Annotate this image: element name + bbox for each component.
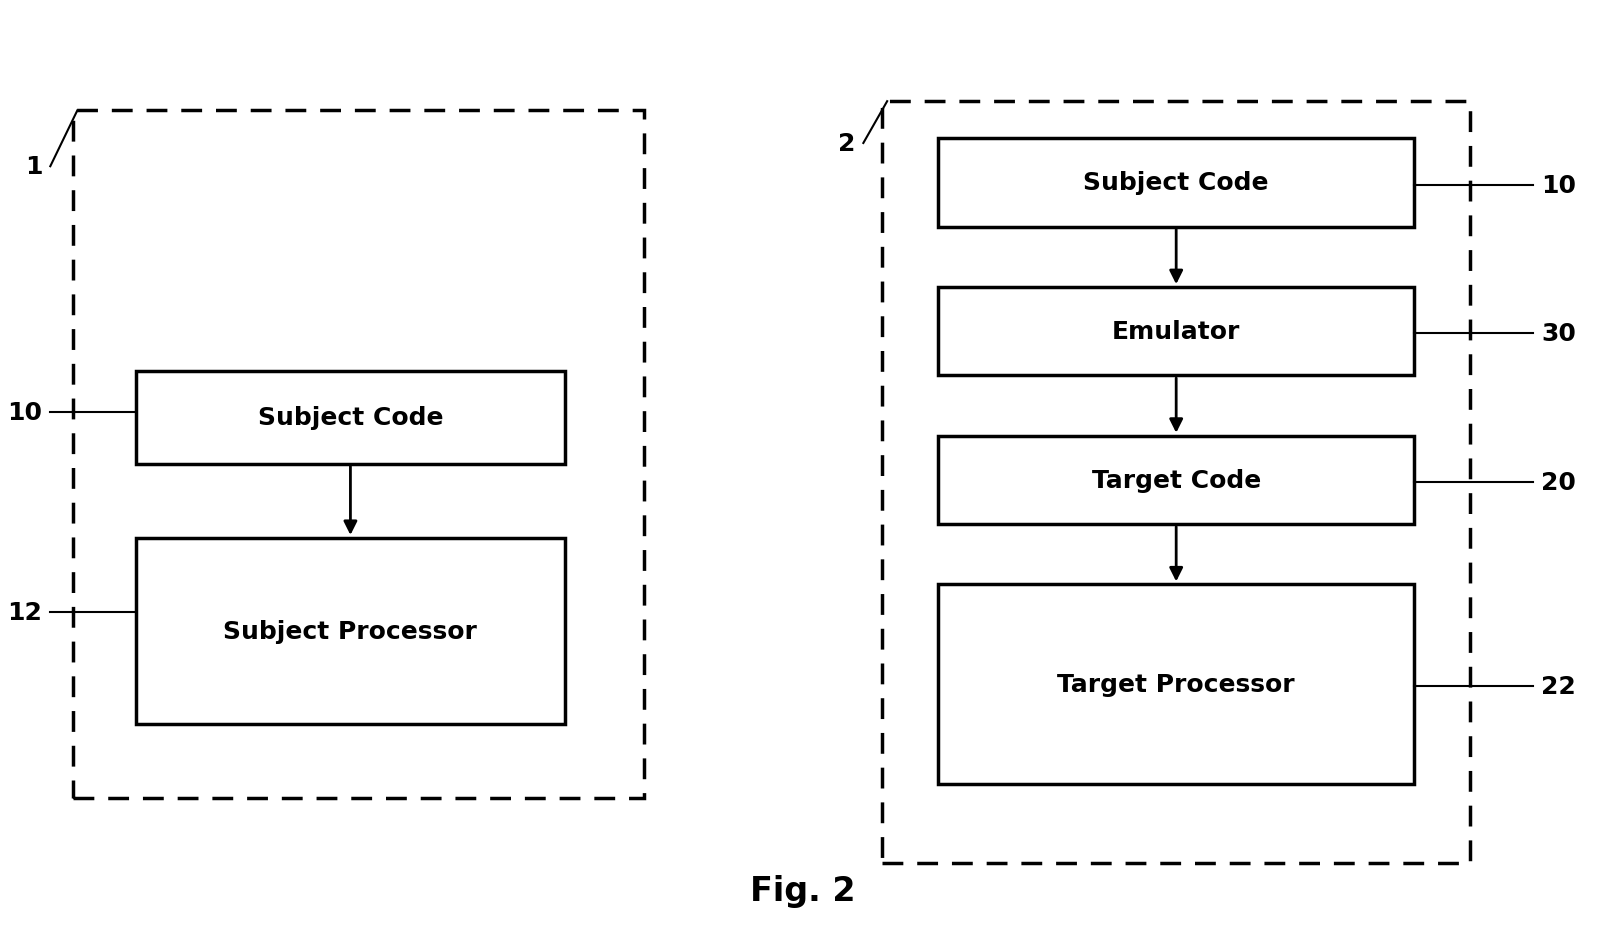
Bar [937,436,1415,524]
Text: Subject Processor: Subject Processor [224,619,478,643]
Text: 10: 10 [8,401,43,425]
Bar [136,371,565,464]
Bar [937,288,1415,376]
Text: 30: 30 [1541,322,1576,346]
Text: 12: 12 [8,600,43,625]
Bar [136,538,565,724]
Text: 2: 2 [838,132,856,156]
Text: 10: 10 [1541,174,1576,198]
Text: Subject Code: Subject Code [257,406,444,430]
Text: 1: 1 [26,155,43,179]
Text: Emulator: Emulator [1112,320,1241,343]
Text: 20: 20 [1541,470,1576,495]
Text: Fig. 2: Fig. 2 [751,874,856,908]
Bar [72,111,644,798]
Text: 22: 22 [1541,675,1576,699]
Bar [937,139,1415,227]
Text: Target Processor: Target Processor [1057,673,1295,696]
Bar [883,102,1469,863]
Text: Subject Code: Subject Code [1083,172,1270,195]
Text: Target Code: Target Code [1092,469,1260,492]
Bar [937,585,1415,784]
